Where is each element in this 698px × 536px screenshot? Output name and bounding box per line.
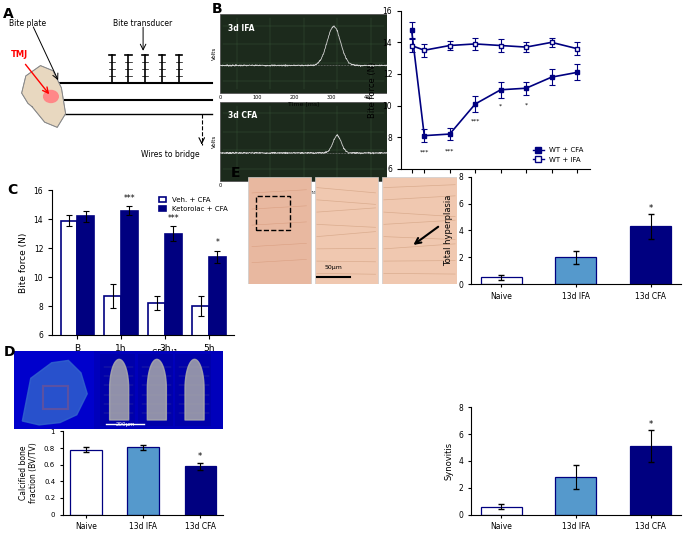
Bar xyxy=(149,303,165,422)
Bar xyxy=(127,447,159,515)
Text: ***: *** xyxy=(168,214,179,223)
Legend: WT + CFA, WT + IFA: WT + CFA, WT + IFA xyxy=(530,144,586,166)
Y-axis label: Calcified bone
fraction (BV/TV): Calcified bone fraction (BV/TV) xyxy=(19,443,38,503)
Polygon shape xyxy=(22,65,66,128)
Text: 200: 200 xyxy=(290,95,299,100)
Bar xyxy=(100,354,135,426)
Text: *: * xyxy=(525,102,528,107)
Text: TMJ: TMJ xyxy=(11,50,29,59)
Legend: Veh. + CFA, Ketorolac + CFA: Veh. + CFA, Ketorolac + CFA xyxy=(156,193,230,215)
Text: Volts: Volts xyxy=(212,135,217,148)
Circle shape xyxy=(43,91,59,102)
Text: CFA d1: CFA d1 xyxy=(152,349,178,359)
Bar xyxy=(165,234,181,422)
Text: A: A xyxy=(3,8,13,21)
Text: 200: 200 xyxy=(290,183,299,188)
Bar xyxy=(138,354,173,426)
Bar xyxy=(481,507,521,515)
Text: Bite transducer: Bite transducer xyxy=(114,19,172,28)
Y-axis label: Bite force (N): Bite force (N) xyxy=(368,62,377,118)
X-axis label: Time (d): Time (d) xyxy=(478,192,513,202)
Text: E: E xyxy=(231,166,241,180)
Bar xyxy=(43,386,68,410)
Text: Volts: Volts xyxy=(212,47,217,60)
Text: D: D xyxy=(3,345,15,359)
Y-axis label: Synovitis: Synovitis xyxy=(444,442,453,480)
Text: 50μm: 50μm xyxy=(325,265,343,270)
Bar xyxy=(105,296,121,422)
Text: ***: *** xyxy=(124,193,135,203)
Bar xyxy=(248,177,311,284)
Bar xyxy=(192,306,209,422)
Text: Time (ms): Time (ms) xyxy=(288,190,320,195)
Bar xyxy=(556,257,596,284)
Text: Bite plate: Bite plate xyxy=(9,19,46,28)
Text: *: * xyxy=(648,420,653,429)
Text: *: * xyxy=(215,239,219,248)
Text: 3d CFA: 3d CFA xyxy=(228,111,258,120)
Bar xyxy=(630,446,671,515)
Text: 3d IFA: 3d IFA xyxy=(228,24,255,33)
Text: ***: *** xyxy=(419,150,429,155)
Text: 400: 400 xyxy=(364,183,373,188)
Bar xyxy=(315,177,378,284)
Bar xyxy=(256,196,290,230)
Text: B: B xyxy=(211,2,222,16)
Bar xyxy=(209,257,225,422)
Text: 400: 400 xyxy=(364,95,373,100)
Bar xyxy=(220,102,387,181)
Text: Wires to bridge: Wires to bridge xyxy=(141,150,200,159)
Text: 0: 0 xyxy=(218,183,221,188)
Bar xyxy=(61,221,77,422)
Text: 300: 300 xyxy=(327,183,336,188)
Polygon shape xyxy=(22,360,87,425)
Bar xyxy=(481,278,521,284)
Text: 200μm: 200μm xyxy=(115,422,135,427)
Bar xyxy=(220,14,387,93)
Bar xyxy=(77,217,94,422)
Text: *: * xyxy=(499,104,503,109)
Bar xyxy=(121,211,138,422)
Bar xyxy=(175,354,211,426)
Text: ***: *** xyxy=(470,118,480,123)
Bar xyxy=(70,450,102,515)
Text: ***: *** xyxy=(445,148,454,153)
Text: Time (ms): Time (ms) xyxy=(288,102,320,108)
Text: C: C xyxy=(7,183,17,197)
Y-axis label: Bite force (N): Bite force (N) xyxy=(19,233,28,293)
Text: 100: 100 xyxy=(253,95,262,100)
Text: *: * xyxy=(648,204,653,213)
Bar xyxy=(14,351,94,429)
Bar xyxy=(556,477,596,515)
Text: *: * xyxy=(198,451,202,460)
Text: 300: 300 xyxy=(327,95,336,100)
Text: 100: 100 xyxy=(253,183,262,188)
Bar xyxy=(184,466,216,515)
Text: 0: 0 xyxy=(218,95,221,100)
Bar xyxy=(382,177,457,284)
Y-axis label: Total hyperplasia: Total hyperplasia xyxy=(444,195,453,266)
Bar xyxy=(630,227,671,284)
